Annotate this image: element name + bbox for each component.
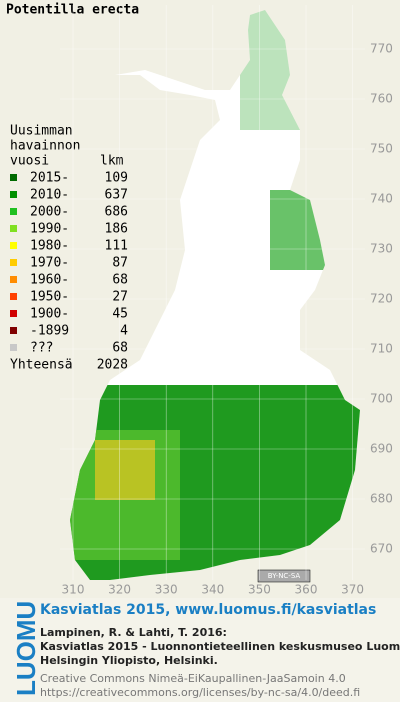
legend-label: 1980-: [30, 239, 69, 254]
y-tick-label: 740: [370, 192, 393, 206]
y-tick-label: 670: [370, 542, 393, 556]
license: https://creativecommons.org/licenses/by-…: [40, 686, 361, 699]
legend-label: ???: [30, 341, 53, 356]
logo: LUOMUS: [11, 600, 36, 696]
legend-label: 2010-: [30, 188, 69, 203]
legend-label: 2000-: [30, 205, 69, 220]
logo-text: LUOMUS: [11, 600, 36, 696]
x-tick-label: 310: [62, 583, 85, 597]
y-tick-label: 760: [370, 92, 393, 106]
citation: Kasviatlas 2015 - Luonnontieteellinen ke…: [40, 640, 400, 653]
y-tick-label: 710: [370, 342, 393, 356]
legend-column: lkm: [100, 154, 124, 169]
license-badge-text: BY-NC-SA: [268, 572, 301, 580]
footer-heading: Kasviatlas 2015, www.luomus.fi/kasviatla…: [40, 602, 377, 618]
legend-label: 2015-: [30, 171, 69, 186]
y-tick-label: 690: [370, 442, 393, 456]
legend-swatch: [10, 310, 17, 317]
footer: [0, 598, 400, 702]
legend-swatch: [10, 242, 17, 249]
y-tick-label: 750: [370, 142, 393, 156]
total-label: Yhteensä: [10, 358, 73, 373]
y-tick-label: 700: [370, 392, 393, 406]
legend-heading: Uusimman: [10, 124, 73, 139]
legend-label: 1960-: [30, 273, 69, 288]
x-tick-label: 370: [341, 583, 364, 597]
legend-swatch: [10, 276, 17, 283]
legend-label: 1990-: [30, 222, 69, 237]
legend-swatch: [10, 327, 17, 334]
legend-swatch: [10, 191, 17, 198]
legend-count: 111: [105, 239, 128, 254]
legend-column: vuosi: [10, 154, 49, 169]
y-tick-label: 770: [370, 42, 393, 56]
legend-count: 68: [112, 273, 128, 288]
legend-count: 4: [120, 324, 128, 339]
legend-label: -1899: [30, 324, 69, 339]
legend-swatch: [10, 225, 17, 232]
map: Potentilla erecta Uusimman havainnon vuo…: [6, 3, 393, 597]
legend-count: 109: [105, 171, 128, 186]
license-badge: BY-NC-SA: [257, 569, 311, 583]
x-tick-label: 360: [295, 583, 318, 597]
legend-swatch: [10, 344, 17, 351]
y-tick-label: 730: [370, 242, 393, 256]
legend-swatch: [10, 259, 17, 266]
legend-count: 27: [112, 290, 128, 305]
x-tick-label: 320: [108, 583, 131, 597]
legend-count: 186: [105, 222, 128, 237]
legend-label: 1970-: [30, 256, 69, 271]
x-tick-label: 330: [155, 583, 178, 597]
x-tick-label: 350: [248, 583, 271, 597]
legend-swatch: [10, 293, 17, 300]
legend-heading: havainnon: [10, 139, 80, 154]
y-tick-label: 720: [370, 292, 393, 306]
legend-count: 68: [112, 341, 128, 356]
map-title: Potentilla erecta: [6, 3, 139, 18]
legend-count: 87: [112, 256, 128, 271]
legend-count: 45: [112, 307, 128, 322]
legend-swatch: [10, 174, 17, 181]
legend-swatch: [10, 208, 17, 215]
y-tick-label: 680: [370, 492, 393, 506]
legend-label: 1900-: [30, 307, 69, 322]
license: Creative Commons Nimeä-EiKaupallinen-Jaa…: [40, 672, 346, 685]
x-tick-label: 340: [201, 583, 224, 597]
legend-count: 637: [105, 188, 128, 203]
citation: Helsingin Yliopisto, Helsinki.: [40, 654, 218, 667]
legend-count: 686: [105, 205, 128, 220]
total-count: 2028: [97, 358, 128, 373]
citation: Lampinen, R. & Lahti, T. 2016:: [40, 626, 227, 639]
legend-label: 1950-: [30, 290, 69, 305]
